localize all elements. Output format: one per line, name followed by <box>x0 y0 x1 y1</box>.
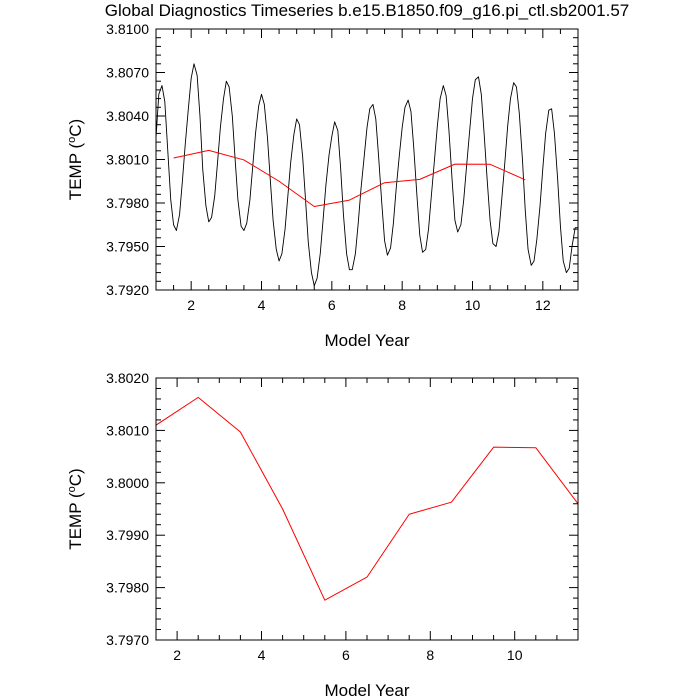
y-axis-title-base: TEMP ( <box>66 143 85 201</box>
y-axis-title-unit: C) <box>66 119 85 137</box>
top-y-tick-label: 3.8070 <box>106 65 149 81</box>
top-x-tick-label: 4 <box>258 297 266 313</box>
bottom-plot-frame <box>155 377 579 641</box>
y-axis-title-degree: o <box>66 486 78 492</box>
bottom-annual-line <box>156 396 578 601</box>
figure-title: Global Diagnostics Timeseries b.e15.B185… <box>105 1 630 20</box>
top-y-tick-label: 3.8040 <box>106 108 149 124</box>
top-monthly-line <box>156 63 578 287</box>
bottom-y-tick-label: 3.8020 <box>106 370 149 386</box>
bottom-y-axis-title: TEMP (oC) <box>66 468 85 549</box>
bottom-x-tick-label: 4 <box>258 647 266 663</box>
bottom-y-tick-label: 3.7990 <box>106 527 149 543</box>
top-series-group <box>156 63 578 287</box>
bottom-x-axis-title: Model Year <box>324 681 409 700</box>
top-x-axis-title: Model Year <box>324 331 409 350</box>
top-x-tick-label: 2 <box>187 297 195 313</box>
top-x-tick-label: 12 <box>535 297 551 313</box>
top-panel: 2 4 6 8 10 12 3.7920 3.7950 3.7980 3.8010 3.8040 3.… <box>66 21 579 350</box>
top-y-tick-label: 3.8010 <box>106 152 149 168</box>
bottom-x-tick-label: 8 <box>426 647 434 663</box>
top-y-tick-label: 3.7950 <box>106 239 149 255</box>
top-x-tick-label: 8 <box>398 297 406 313</box>
bottom-panel: 2 4 6 8 10 3.7970 3.7980 3.7990 3.8000 3.8010 3.80… <box>66 370 579 700</box>
bottom-y-tick-label: 3.8010 <box>106 422 149 438</box>
y-axis-title-degree: o <box>66 137 78 143</box>
top-plot-frame <box>155 28 579 291</box>
top-y-tick-label: 3.7980 <box>106 195 149 211</box>
bottom-x-tick-label: 2 <box>173 647 181 663</box>
y-axis-title-base: TEMP ( <box>66 492 85 550</box>
top-y-axis-title: TEMP (oC) <box>66 119 85 200</box>
y-axis-title-unit: C) <box>66 468 85 486</box>
bottom-x-tick-label: 10 <box>507 647 523 663</box>
bottom-y-tick-label: 3.8000 <box>106 475 149 491</box>
top-x-tick-label: 6 <box>328 297 336 313</box>
bottom-y-tick-label: 3.7970 <box>106 632 149 648</box>
top-y-tick-label: 3.8100 <box>106 21 149 37</box>
top-annual-line <box>173 149 526 207</box>
top-x-tick-label: 10 <box>465 297 481 313</box>
bottom-x-tick-label: 6 <box>342 647 350 663</box>
top-y-tick-label: 3.7920 <box>106 282 149 298</box>
bottom-y-tick-label: 3.7980 <box>106 580 149 596</box>
bottom-series-group <box>156 396 578 601</box>
